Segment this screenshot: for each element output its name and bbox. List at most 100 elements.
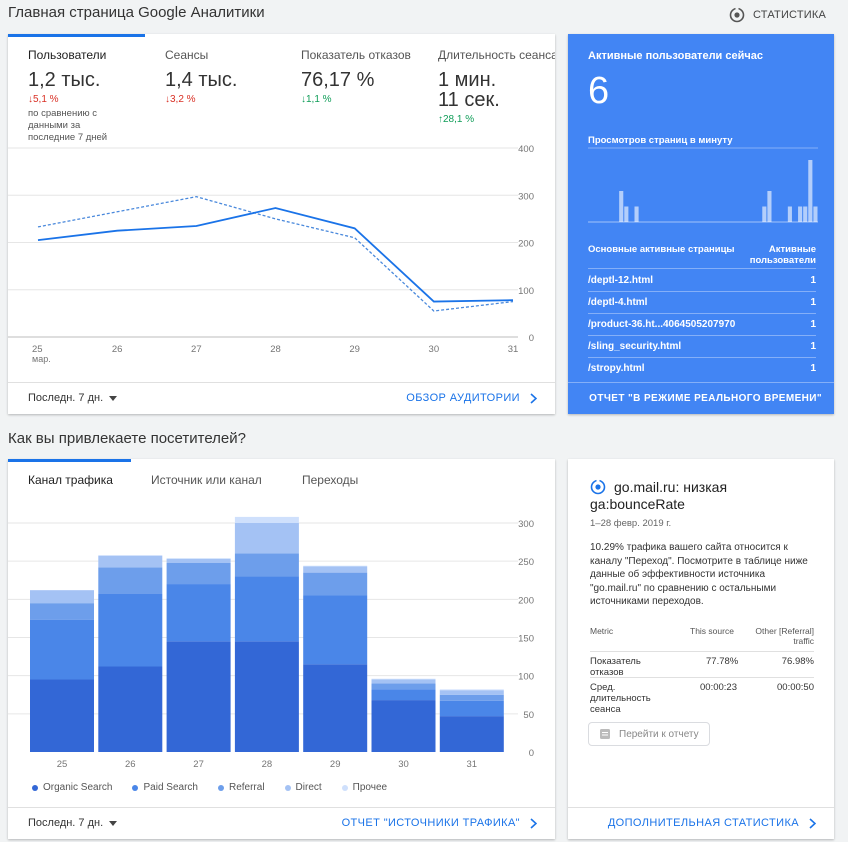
insight-date: 1–28 февр. 2019 г. [590,518,672,529]
y-tick-label: 200 [518,239,534,250]
legend-dot [32,784,38,791]
x-tick-label: 26 [112,344,123,355]
users-series-line [37,207,514,303]
pageviews-bar [787,206,792,222]
metric-tab-session-duration[interactable]: Длительность сеанса 1 мин. 11 сек. ↑28,1… [438,48,555,125]
active-page-path: /deptl-12.html [588,274,654,286]
top-pages-header: Основные активные страницы [588,244,735,255]
insight-title-line2: ga:bounceRate [590,496,685,512]
table-header-other-line1: Other [Referral] [755,626,814,636]
y-tick-label: 200 [518,595,534,606]
legend-item[interactable]: Organic Search [32,782,112,793]
y-tick-label: 250 [518,557,534,568]
tab-source-medium[interactable]: Источник или канал [151,473,262,487]
stacked-bar-segment [371,683,436,690]
stacked-bar-segment [30,590,94,604]
more-insights-link-label: ДОПОЛНИТЕЛЬНАЯ СТАТИСТИКА [607,817,799,829]
stacked-bar-segment [98,593,163,667]
date-range-select[interactable]: Последн. 7 дн. [28,392,118,404]
legend-item[interactable]: Прочее [341,782,388,793]
stacked-bar-segment [439,694,504,701]
active-users-count: 6 [588,70,610,112]
active-page-users: 1 [810,296,816,308]
dropdown-arrow-icon [109,395,118,401]
legend-label: Прочее [352,782,388,793]
stacked-bar-segment [234,553,299,577]
metric-label: Сеансы [165,48,209,62]
legend-dot [341,784,348,791]
active-page-row[interactable]: /stropy.html 1 [588,357,816,379]
pageviews-per-minute-chart [588,147,818,223]
active-page-row[interactable]: /product-36.ht...4064505207970 1 [588,313,816,336]
y-tick-label: 100 [518,286,534,297]
active-metric-underline [8,34,145,37]
card-footer-divider [8,382,555,383]
realtime-card: Активные пользователи сейчас 6 Просмотро… [568,34,834,414]
traffic-sources-report-link[interactable]: ОТЧЕТ "ИСТОЧНИКИ ТРАФИКА" [342,817,537,829]
metric-tab-users[interactable]: Пользователи 1,2 тыс. ↓5,1 % по сравнени… [28,48,164,144]
comparison-note: по сравнению с данными за последние 7 дн… [28,108,108,143]
insight-card: go.mail.ru: низкая ga:bounceRate 1–28 фе… [568,459,834,839]
active-page-path: /sling_security.html [588,340,682,352]
table-row-source-value: 77.78% [706,656,739,667]
table-divider [590,651,814,652]
go-to-report-button[interactable]: Перейти к отчету [588,722,710,746]
legend-item[interactable]: Paid Search [132,782,198,793]
insights-icon [729,7,745,23]
stacked-bar-segment [166,562,231,585]
active-page-row[interactable]: /deptl-4.html 1 [588,291,816,314]
stacked-bar-segment [371,689,436,701]
insights-link-label: СТАТИСТИКА [753,9,826,21]
stacked-bar-segment [166,584,231,642]
x-tick-label: 27 [191,344,202,355]
traffic-sources-link-label: ОТЧЕТ "ИСТОЧНИКИ ТРАФИКА" [341,817,520,829]
x-tick-label: 27 [193,759,204,769]
stacked-bar-segment [303,566,368,573]
table-row-other-value: 76.98% [781,656,814,667]
comparison-series-line [37,196,514,312]
more-insights-link[interactable]: ДОПОЛНИТЕЛЬНАЯ СТАТИСТИКА [608,817,816,829]
metric-delta: ↓5,1 % [28,94,59,105]
active-page-users: 1 [810,362,816,374]
stacked-bar-segment [303,595,368,665]
tab-referrals[interactable]: Переходы [302,473,359,487]
pageviews-bar [808,160,813,222]
stacked-bar-segment [166,558,231,563]
active-users-header: Активные пользователи [750,244,816,266]
tab-traffic-channel[interactable]: Канал трафика [28,473,113,487]
stacked-bar-segment [234,516,299,523]
x-tick-label: 28 [262,759,273,769]
stacked-bar-segment [98,666,163,752]
insights-icon [590,479,606,495]
x-tick-label: 26 [125,759,136,769]
stacked-bar-segment [371,678,436,680]
realtime-report-link[interactable]: ОТЧЕТ "В РЕЖИМЕ РЕАЛЬНОГО ВРЕМЕНИ" [589,393,822,404]
audience-overview-link[interactable]: ОБЗОР АУДИТОРИИ [406,392,537,404]
realtime-title: Активные пользователи сейчас [588,50,763,62]
active-page-row[interactable]: /deptl-12.html 1 [588,268,816,292]
metric-label: Пользователи [28,48,107,62]
y-tick-label: 100 [518,672,534,683]
stacked-bar-segment [234,576,299,642]
pageviews-bar [767,191,772,222]
pageviews-bar [624,206,629,222]
legend-dot [284,784,291,791]
stacked-bar-segment [303,572,368,596]
insights-link[interactable]: СТАТИСТИКА [729,7,826,23]
pageviews-bar [634,206,639,222]
x-tick-label: 30 [398,759,409,769]
active-page-row[interactable]: /sling_security.html 1 [588,335,816,358]
metric-tab-sessions[interactable]: Сеансы 1,4 тыс. ↓3,2 % [165,48,301,105]
metric-tab-bounce-rate[interactable]: Показатель отказов 76,17 % ↓1,1 % [301,48,437,105]
legend-item[interactable]: Referral [217,782,265,793]
card-footer-divider [568,382,834,383]
date-range-select[interactable]: Последн. 7 дн. [28,817,118,829]
report-icon [600,729,610,739]
table-header-metric: Metric [590,626,614,636]
acquisition-section-title: Как вы привлекаете посетителей? [8,430,247,447]
active-page-users: 1 [810,340,816,352]
active-page-path: /deptl-4.html [588,296,648,308]
legend-item[interactable]: Direct [284,782,322,793]
